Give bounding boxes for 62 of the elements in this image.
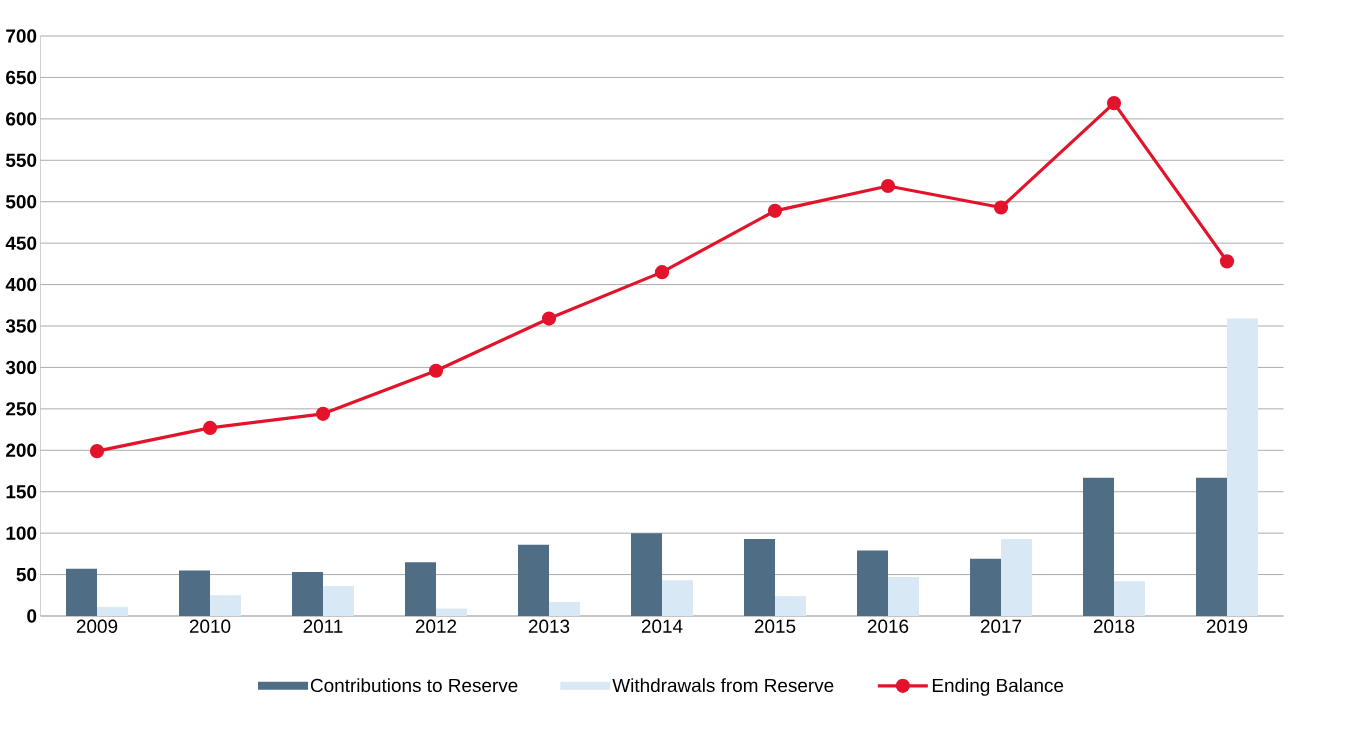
point xyxy=(202,420,218,436)
bar xyxy=(970,558,1002,616)
x-tick-label: 2018 xyxy=(1093,619,1135,633)
point xyxy=(89,444,105,459)
bar xyxy=(1001,538,1033,616)
point xyxy=(654,265,670,280)
bar xyxy=(323,586,354,616)
point xyxy=(767,203,783,218)
x-tick-label: 2016 xyxy=(867,619,909,633)
y-tick-label: 400 xyxy=(5,277,37,292)
y-tick-label: 100 xyxy=(6,526,37,540)
bar xyxy=(631,533,662,616)
x-tick-label: 2009 xyxy=(76,619,118,633)
y-tick-label: 550 xyxy=(5,153,37,167)
bar xyxy=(549,601,580,616)
x-tick-label: 2012 xyxy=(415,619,457,633)
point xyxy=(541,311,557,326)
bar xyxy=(66,568,97,616)
y-tick-label: 700 xyxy=(6,29,37,43)
y-tick-label: 0 xyxy=(27,609,37,623)
bar xyxy=(292,572,323,616)
x-tick-label: 2011 xyxy=(303,619,343,633)
point xyxy=(1219,254,1235,269)
bar xyxy=(1196,477,1228,616)
bar xyxy=(888,577,920,616)
x-tick-label: 2019 xyxy=(1206,619,1248,633)
bar xyxy=(436,608,467,616)
y-tick-label: 50 xyxy=(16,567,37,582)
bar xyxy=(1114,581,1146,616)
y-tick-label: 250 xyxy=(6,402,37,416)
legend-label: Contributions to Reserve xyxy=(310,678,518,693)
bar xyxy=(1227,318,1259,616)
y-tick-label: 350 xyxy=(5,319,37,333)
y-tick-label: 500 xyxy=(5,195,37,209)
bar xyxy=(405,562,436,616)
bar xyxy=(518,544,549,616)
bar xyxy=(857,550,889,616)
y-tick-label: 450 xyxy=(5,236,37,250)
x-tick-label: 2013 xyxy=(528,619,570,633)
y-tick-label: 200 xyxy=(6,443,37,457)
legend-label: Withdrawals from Reserve xyxy=(612,678,834,693)
point xyxy=(315,406,331,421)
x-tick-label: 2014 xyxy=(641,619,683,633)
bar xyxy=(210,595,241,616)
bar xyxy=(662,580,694,616)
x-tick-label: 2010 xyxy=(189,619,231,633)
x-tick-label: 2015 xyxy=(754,619,796,633)
y-tick-label: 300 xyxy=(5,360,37,375)
x-tick-label: 2017 xyxy=(980,619,1022,633)
y-tick-label: 150 xyxy=(6,485,37,499)
y-tick-label: 650 xyxy=(6,70,37,85)
bar xyxy=(775,596,807,616)
point xyxy=(1106,96,1122,111)
bar xyxy=(1083,477,1115,616)
legend-label: Ending Balance xyxy=(932,678,1064,696)
point xyxy=(993,200,1009,215)
point xyxy=(880,178,896,194)
point xyxy=(428,363,444,378)
bar xyxy=(179,570,210,616)
bar xyxy=(744,538,776,616)
y-tick-label: 600 xyxy=(6,112,37,126)
bar xyxy=(97,606,128,616)
